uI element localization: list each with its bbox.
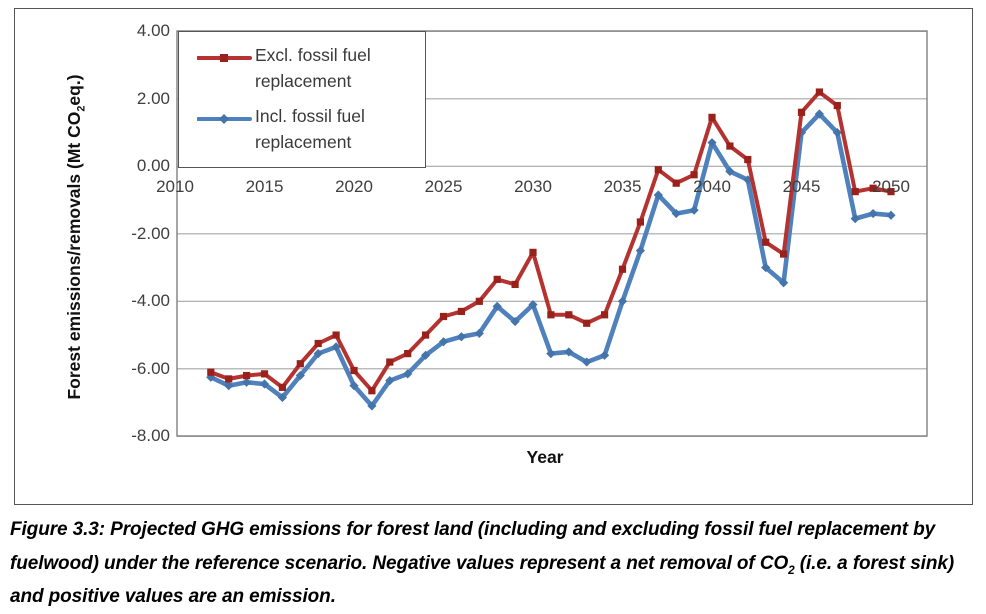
x-tick-label: 2040 (693, 177, 731, 196)
incl-series-line-icon (196, 112, 255, 130)
caption-text-end: (i.e. a forest sink) and positive values… (10, 552, 955, 608)
legend-entry-excl: Excl. fossil fuel replacement (196, 42, 425, 94)
y-axis-title-subscript: 2 (75, 105, 88, 112)
x-tick-label: 2050 (872, 177, 910, 196)
y-tick-label: 2.00 (136, 88, 170, 108)
y-tick-label: -6.00 (131, 358, 170, 378)
x-tick-label: 2030 (514, 177, 552, 196)
y-tick-label: 4.00 (136, 21, 170, 41)
y-axis-title: Forest emissions/removals (Mt CO2eq.) (64, 22, 90, 452)
x-tick-label: 2035 (603, 177, 642, 196)
y-tick-label: -4.00 (131, 291, 170, 311)
x-tick-label: 2015 (245, 177, 284, 196)
x-axis-title: Year (526, 447, 564, 467)
y-axis-title-text: Forest emissions/removals (Mt CO (64, 111, 84, 400)
legend-label-excl: Excl. fossil fuel replacement (255, 45, 371, 91)
excl-series-line-icon (196, 51, 255, 69)
y-tick-label: -2.00 (131, 223, 170, 243)
legend-label-incl: Incl. fossil fuel replacement (255, 106, 365, 152)
x-tick-label: 2025 (424, 177, 463, 196)
y-axis-title-text-end: eq.) (64, 74, 84, 106)
caption-subscript: 2 (788, 563, 795, 577)
x-tick-label: 2020 (335, 177, 373, 196)
caption-text: Figure 3.3: Projected GHG emissions for … (10, 519, 936, 574)
x-tick-label: 2045 (782, 177, 821, 196)
figure-caption: Figure 3.3: Projected GHG emissions for … (10, 513, 968, 614)
x-tick-label: 2010 (156, 177, 194, 196)
y-tick-label: -8.00 (131, 426, 170, 446)
legend: Excl. fossil fuel replacement Incl. foss… (178, 31, 426, 168)
y-tick-label: 0.00 (136, 156, 170, 176)
legend-entry-incl: Incl. fossil fuel replacement (196, 103, 425, 155)
